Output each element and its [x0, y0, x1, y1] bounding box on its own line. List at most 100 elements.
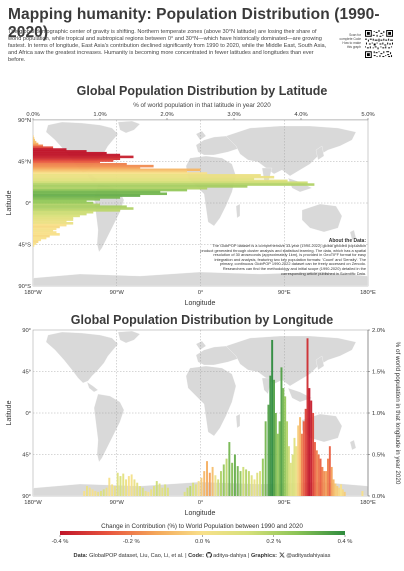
footer-graphics-label: Graphics:: [250, 553, 278, 559]
longitude-bar: [122, 473, 125, 496]
longitude-bar: [85, 486, 88, 496]
latitude-bar: [33, 233, 60, 236]
latitude-bar: [33, 166, 141, 170]
latitude-bar: [33, 203, 100, 207]
longitude-bar: [222, 464, 225, 496]
latitude-bar: [33, 172, 208, 175]
latitude-bar: [33, 222, 74, 225]
latitude-bar: [33, 137, 35, 140]
longitude-bar: [88, 487, 91, 496]
longitude-bar: [108, 477, 111, 496]
top-tick-label: 0.0%: [26, 112, 39, 118]
latitude-bar: [33, 142, 39, 146]
longitude-bar: [295, 446, 298, 496]
longitude-bar: [203, 471, 206, 496]
latitude-tick-label: 90°: [22, 494, 31, 500]
longitude-bar: [253, 479, 256, 496]
percent-tick-label: 1.5%: [372, 370, 385, 376]
qr-code-icon[interactable]: [365, 30, 393, 58]
longitude-bar: [289, 462, 292, 496]
footer-graphics-text[interactable]: @adityadahiyaias: [286, 553, 331, 559]
longitude-bar: [304, 408, 307, 496]
longitude-bar: [327, 458, 329, 496]
latitude-bar: [33, 244, 35, 247]
longitude-y2-axis: 2.0% 1.5% 1.0% 0.5% 0.0%: [367, 328, 385, 500]
latitude-bar: [33, 157, 121, 161]
legend-tick-label: 0.4 %: [338, 539, 353, 545]
longitude-bar: [211, 466, 214, 496]
longitude-bar: [306, 338, 309, 496]
longitude-bar: [97, 491, 100, 496]
percent-tick-label: 0.0%: [372, 494, 385, 500]
latitude-bar: [33, 192, 167, 196]
latitude-bar: [33, 225, 60, 229]
latitude-gridlines: [33, 120, 368, 286]
longitude-bar: [217, 479, 220, 496]
longitude-chart-title: Global Population Distribution by Longit…: [71, 313, 334, 327]
longitude-bar: [239, 471, 242, 496]
latitude-bar: [33, 210, 94, 214]
longitude-bar: [83, 491, 86, 496]
longitude-bar: [328, 446, 331, 496]
latitude-bar: [33, 190, 161, 194]
longitude-bar: [150, 489, 153, 496]
longitude-x-axis: 180°W 90°W 0° 90°E 180°E: [24, 500, 376, 506]
longitude-bar: [189, 486, 192, 496]
longitude-bar: [245, 469, 248, 496]
longitude-bar: [297, 425, 300, 496]
latitude-bar: [33, 153, 121, 157]
longitude-bar: [219, 471, 222, 496]
percent-tick-label: 1.0%: [372, 411, 385, 417]
longitude-bar: [236, 466, 239, 496]
x-logo-icon: [278, 552, 285, 558]
longitude-bar: [284, 396, 287, 496]
longitude-bar: [323, 471, 326, 496]
longitude-bar: [141, 487, 144, 496]
latitude-bars: [33, 135, 315, 247]
longitude-y-axis-label: Latitude: [6, 400, 13, 425]
about-data-text: The GlobPOP dataset is a comprehensive 3…: [200, 244, 366, 276]
top-tick-label: 1.0%: [93, 112, 106, 118]
longitude-bar: [267, 404, 270, 496]
longitude-bar: [317, 454, 320, 496]
latitude-bar: [33, 198, 100, 201]
footer-data-label: Data:: [73, 553, 88, 559]
longitude-y2-axis-label: % of world population in that longitude …: [394, 342, 401, 485]
longitude-x-axis-label: Longitude: [185, 510, 216, 517]
latitude-chart-title: Global Population Distribution by Latitu…: [77, 84, 328, 98]
longitude-bar: [166, 487, 169, 496]
longitude-bar: [164, 484, 167, 496]
latitude-bar: [33, 151, 107, 155]
longitude-bar: [330, 466, 333, 496]
latitude-bar: [33, 140, 37, 144]
longitude-bar: [343, 491, 346, 496]
latitude-bar: [33, 207, 134, 210]
longitude-tick-label: 90°W: [110, 500, 125, 506]
longitude-bar: [147, 491, 150, 496]
longitude-bars: [83, 338, 364, 496]
longitude-bar: [299, 417, 302, 496]
longitude-tick-label: 0°: [198, 290, 204, 296]
longitude-bar: [261, 458, 264, 496]
top-tick-label: 3.0%: [227, 112, 240, 118]
footer-code-text[interactable]: aditya-dahiya: [213, 553, 247, 559]
longitude-bar: [247, 471, 250, 496]
latitude-bar: [33, 212, 87, 216]
longitude-bar: [155, 481, 158, 496]
longitude-bar: [133, 479, 136, 496]
top-tick-label: 4.0%: [294, 112, 307, 118]
longitude-bar: [206, 461, 208, 496]
legend-tick-label: 0.0 %: [195, 539, 210, 545]
longitude-bar: [286, 421, 289, 496]
legend-color-bar: [60, 531, 345, 535]
latitude-bar: [33, 170, 188, 173]
latitude-bar: [33, 196, 121, 199]
longitude-tick-label: 0°: [198, 500, 204, 506]
longitude-bar: [325, 471, 328, 496]
percent-tick-label: 0.5%: [372, 453, 385, 459]
longitude-bar: [287, 446, 290, 496]
legend-ticks: -0.4 % -0.2 % 0.0 % 0.2 % 0.4 %: [52, 535, 353, 545]
latitude-bar: [33, 242, 37, 245]
